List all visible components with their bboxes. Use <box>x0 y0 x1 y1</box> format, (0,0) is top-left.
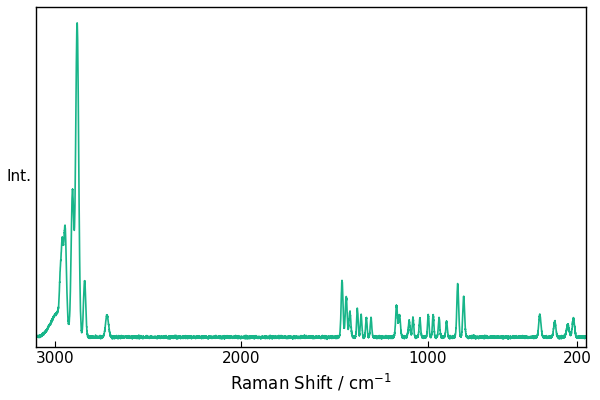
Y-axis label: Int.: Int. <box>7 169 32 184</box>
X-axis label: Raman Shift / cm$^{-1}$: Raman Shift / cm$^{-1}$ <box>230 372 392 393</box>
